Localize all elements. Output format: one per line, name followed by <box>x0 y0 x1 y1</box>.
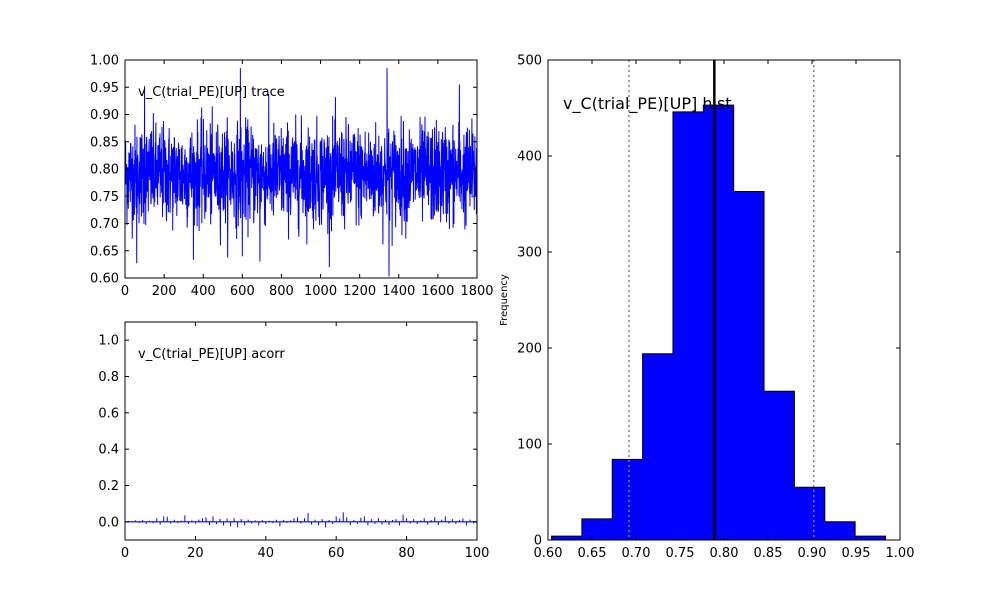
hist-x-ticks: 0.60 0.65 0.70 0.75 0.80 0.85 0.90 0.95 1.00 <box>534 60 915 561</box>
acorr-title: v_C(trial_PE)[UP] acorr <box>138 347 285 362</box>
trace-y-tick-label: 0.75 <box>90 190 119 205</box>
trace-series-line <box>124 68 478 277</box>
trace-x-tick-label: 800 <box>269 284 294 299</box>
trace-y-tick-label: 0.95 <box>90 81 119 96</box>
hist-y-tick-label: 400 <box>517 150 542 165</box>
hist-plot-area <box>551 60 886 541</box>
hist-title: v_C(trial_PE)[UP] hist <box>563 94 732 114</box>
acorr-x-tick-label: 80 <box>398 546 415 561</box>
hist-y-tick-label: 100 <box>517 438 542 453</box>
trace-x-tick-label: 1600 <box>421 284 454 299</box>
acorr-x-tick-label: 40 <box>258 546 275 561</box>
trace-y-tick-label: 0.85 <box>90 135 119 150</box>
acorr-axes-frame <box>124 321 478 541</box>
hist-x-tick-label: 0.90 <box>798 546 827 561</box>
acorr-y-tick-label: 0.8 <box>98 370 119 385</box>
trace-x-tick-label: 200 <box>152 284 177 299</box>
trace-y-tick-label: 0.80 <box>90 163 119 178</box>
trace-x-tick-label: 1200 <box>343 284 376 299</box>
trace-y-ticks: 0.60 0.65 0.70 0.75 0.80 0.85 0.90 0.95 1.00 <box>90 54 477 287</box>
hist-bars <box>551 104 886 541</box>
hist-y-ticks: 0 100 200 300 400 500 <box>517 54 900 549</box>
trace-plot-area <box>124 68 478 277</box>
hist-x-tick-label: 0.70 <box>622 546 651 561</box>
trace-y-tick-label: 0.60 <box>90 272 119 287</box>
trace-x-tick-label: 1400 <box>382 284 415 299</box>
hist-x-tick-label: 1.00 <box>886 546 915 561</box>
acorr-y-tick-label: 0.6 <box>98 406 119 421</box>
acorr-y-tick-label: 0.2 <box>98 479 119 494</box>
acorr-x-tick-label: 60 <box>328 546 345 561</box>
acorr-y-tick-label: 1.0 <box>98 334 119 349</box>
trace-y-tick-label: 1.00 <box>90 54 119 69</box>
acorr-y-tick-label: 0.4 <box>98 443 119 458</box>
acorr-y-tick-label: 0.0 <box>98 515 119 530</box>
acorr-plot-area <box>125 512 477 528</box>
hist-x-tick-label: 0.80 <box>710 546 739 561</box>
acorr-y-ticks: 0.0 0.2 0.4 0.6 0.8 1.0 <box>98 334 477 530</box>
acorr-panel: 0 20 40 60 80 100 0.0 0.2 0.4 0.6 0.8 1.0 v_C(tria… <box>98 321 490 561</box>
hist-y-tick-label: 300 <box>517 246 542 261</box>
hist-y-tick-label: 0 <box>534 534 542 549</box>
trace-x-ticks: 0 200 400 600 800 1000 1200 1400 1600 1800 <box>121 60 494 299</box>
trace-y-tick-label: 0.90 <box>90 108 119 123</box>
hist-x-tick-label: 0.60 <box>534 546 563 561</box>
hist-x-tick-label: 0.75 <box>666 546 695 561</box>
hist-x-tick-label: 0.65 <box>578 546 607 561</box>
hist-y-tick-label: 200 <box>517 342 542 357</box>
trace-panel: 0 200 400 600 800 1000 1200 1400 1600 1800 0.600.… <box>90 54 494 300</box>
trace-x-tick-label: 400 <box>191 284 216 299</box>
trace-y-tick-label: 0.65 <box>90 244 119 259</box>
hist-x-tick-label: 0.95 <box>842 546 871 561</box>
trace-y-tick-label: 0.70 <box>90 217 119 232</box>
hist-y-axis-label: Frequency <box>499 274 510 326</box>
acorr-x-tick-label: 0 <box>121 546 129 561</box>
acorr-x-tick-label: 100 <box>465 546 490 561</box>
trace-x-tick-label: 1800 <box>460 284 493 299</box>
trace-title: v_C(trial_PE)[UP] trace <box>138 85 285 100</box>
trace-x-tick-label: 1000 <box>304 284 337 299</box>
acorr-x-ticks: 0 20 40 60 80 100 <box>121 322 490 561</box>
trace-x-tick-label: 600 <box>230 284 255 299</box>
hist-panel: 0.60 0.65 0.70 0.75 0.80 0.85 0.90 0.95 1.00 0 10… <box>499 54 914 562</box>
hist-x-tick-label: 0.85 <box>754 546 783 561</box>
acorr-x-tick-label: 20 <box>187 546 204 561</box>
hist-y-tick-label: 500 <box>517 54 542 69</box>
trace-x-tick-label: 0 <box>121 284 129 299</box>
